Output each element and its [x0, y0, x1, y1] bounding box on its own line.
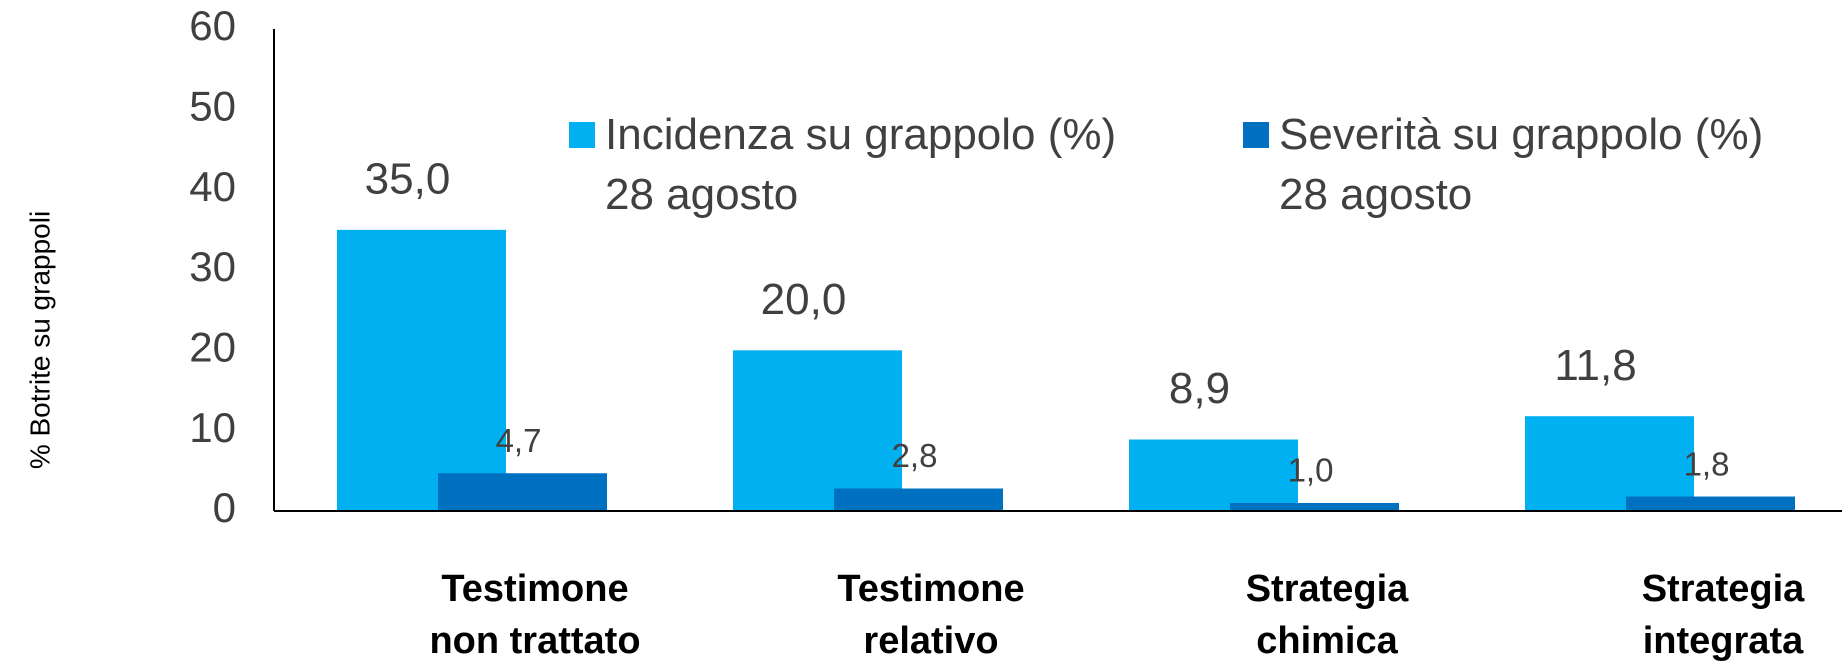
y-tick-label: 50	[189, 82, 236, 129]
y-tick-label: 10	[189, 404, 236, 451]
bar	[1626, 496, 1795, 511]
y-axis-label: % Botrite su grappoli	[24, 211, 55, 469]
bar	[438, 473, 607, 511]
data-label: 2,8	[892, 437, 938, 474]
y-tick-label: 40	[189, 163, 236, 210]
y-tick-label: 30	[189, 243, 236, 290]
bar	[1230, 502, 1399, 511]
data-label: 1,8	[1684, 445, 1730, 482]
data-label: 8,9	[1169, 364, 1230, 413]
y-tick-label: 0	[213, 484, 236, 531]
data-label: 20,0	[761, 275, 847, 324]
legend-label: Incidenza su grappolo (%) 28 agosto	[605, 110, 1116, 219]
data-label: 35,0	[365, 154, 451, 203]
bar	[834, 488, 1003, 511]
bar	[1525, 416, 1694, 511]
y-tick-label: 60	[189, 2, 236, 49]
legend-swatch	[569, 122, 595, 148]
legend-swatch	[1243, 122, 1269, 148]
x-tick-label: Testimone non trattato	[429, 568, 640, 662]
y-tick-label: 20	[189, 323, 236, 370]
x-tick-label: Strategia chimica	[1246, 568, 1409, 662]
data-label: 11,8	[1554, 341, 1636, 390]
data-label: 1,0	[1288, 452, 1334, 489]
bar	[1129, 439, 1298, 511]
bar	[733, 350, 902, 511]
data-label: 4,7	[496, 422, 542, 459]
bar	[337, 229, 506, 512]
x-tick-label: Strategia integrata	[1642, 568, 1805, 662]
legend-label: Severità su grappolo (%) 28 agosto	[1279, 110, 1763, 219]
x-tick-label: Testimone relativo	[837, 568, 1024, 662]
